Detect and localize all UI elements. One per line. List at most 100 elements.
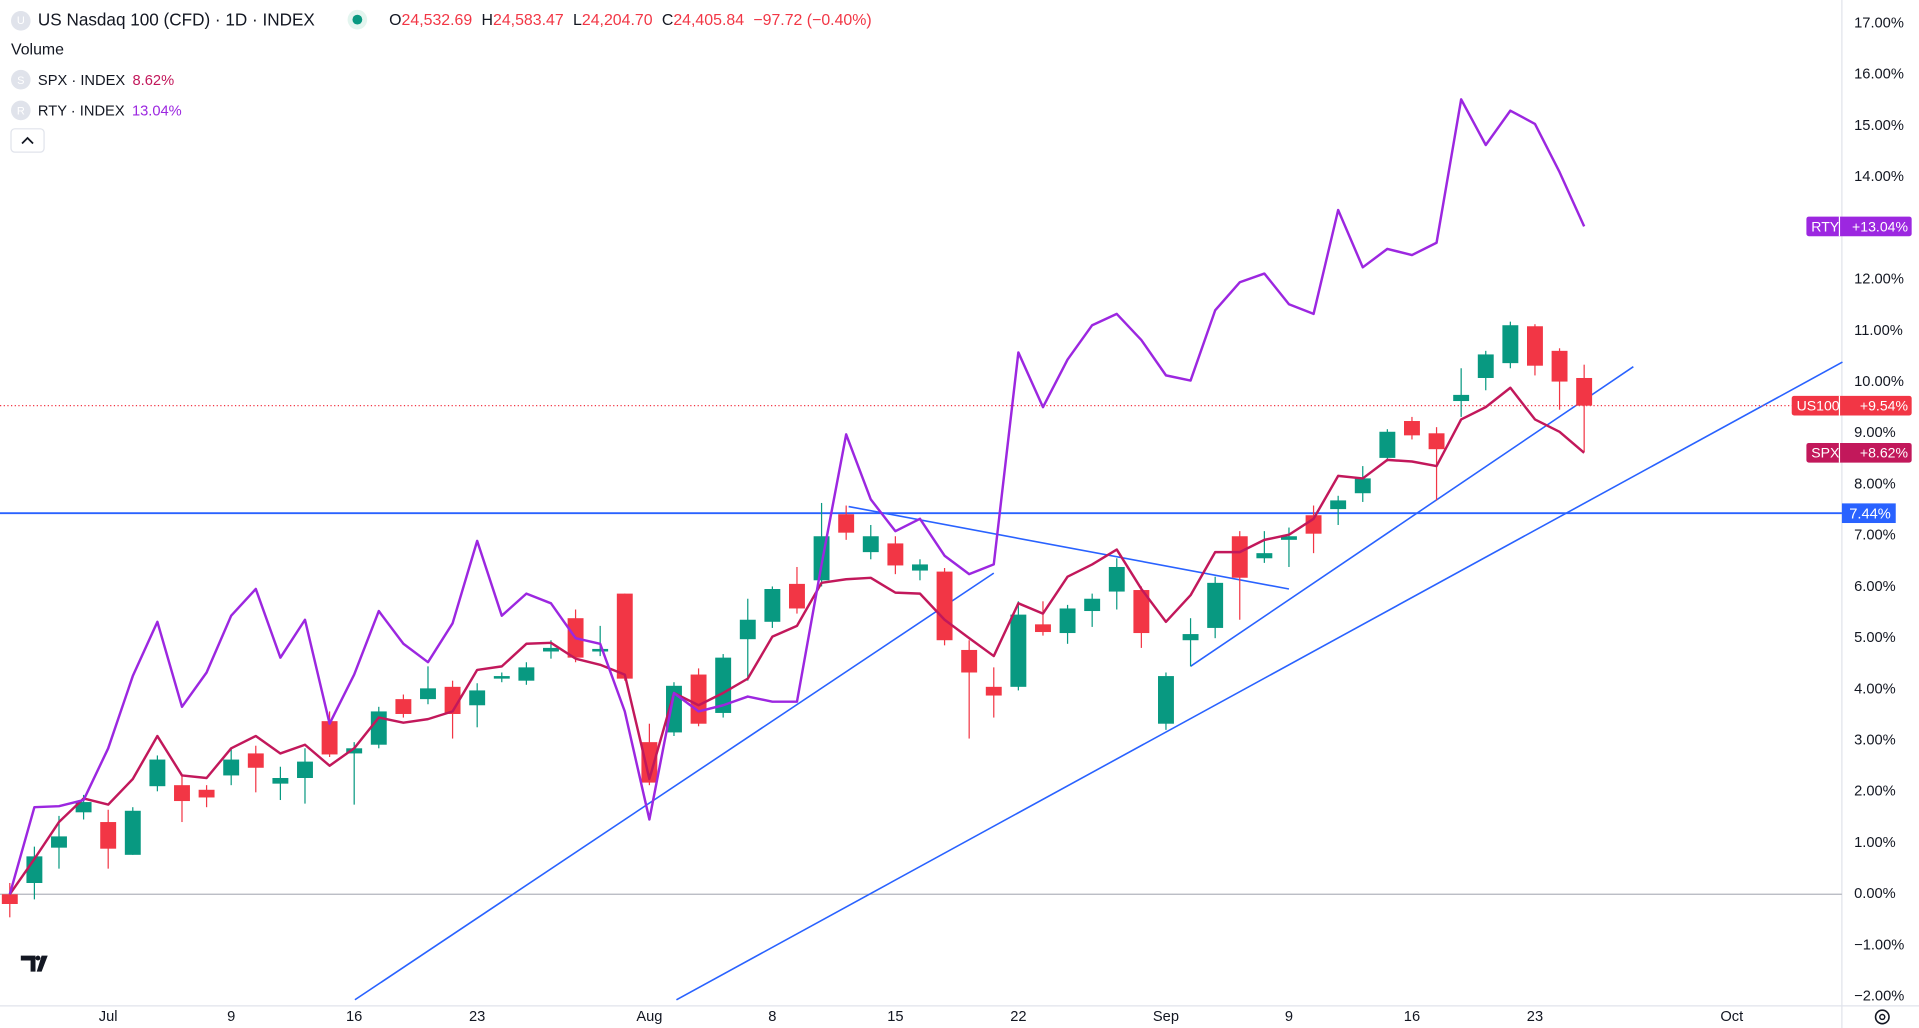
candle-body [1035, 624, 1051, 633]
candle-body [75, 802, 92, 813]
candle-body [1305, 515, 1322, 534]
candle-body [764, 589, 781, 622]
x-tick-label: 9 [1285, 1009, 1293, 1025]
x-tick-label: 16 [346, 1009, 362, 1025]
y-tick-label: 0.00% [1854, 886, 1896, 902]
compare-line [8, 98, 1586, 895]
candle-body [887, 543, 904, 566]
candle-body [420, 688, 436, 700]
y-tick-label: 14.00% [1854, 169, 1904, 185]
legend-icon[interactable] [11, 100, 31, 121]
candle-body [838, 514, 855, 533]
compare-line [8, 386, 1585, 895]
candle-body [370, 711, 387, 745]
ohlc-value: 24,405.84 [673, 12, 744, 29]
candle-body [493, 676, 510, 679]
legend-value: 8.62% [133, 73, 175, 89]
legend-icon[interactable] [11, 69, 31, 90]
candle-body [1281, 536, 1297, 540]
candle-body [1330, 500, 1347, 510]
candle-body [1133, 590, 1150, 634]
y-tick-label: 16.00% [1854, 67, 1904, 83]
ohlc-value: 24,532.69 [402, 12, 473, 29]
legend-entry[interactable]: SPX · INDEX 8.62% [38, 73, 174, 89]
candle-body [149, 759, 166, 787]
ohlc-change: −97.72 (−0.40%) [753, 12, 871, 29]
candle-body [1576, 377, 1593, 406]
candle-body [1404, 421, 1420, 436]
candle-body [1207, 582, 1224, 628]
candle-body [346, 748, 363, 754]
x-tick-label: Sep [1153, 1009, 1179, 1025]
price-tag-value: +8.62% [1860, 445, 1909, 461]
candle-body [690, 674, 707, 724]
legend-entry[interactable]: RTY · INDEX 13.04% [38, 104, 182, 120]
candle-body [1428, 433, 1445, 450]
volume-legend[interactable]: Volume [11, 41, 64, 58]
price-tag-name: SPX [1811, 445, 1840, 461]
ohlc-value: 24,583.47 [493, 12, 564, 29]
candle-body [444, 686, 461, 714]
settings-icon [1874, 1009, 1890, 1025]
logo-mark [20, 955, 48, 972]
symbol-title[interactable]: US Nasdaq 100 (CFD) · 1D · INDEX [38, 9, 315, 29]
legend-icon-letter: R [17, 106, 25, 118]
candle-body [1231, 536, 1248, 578]
collapse-button[interactable] [10, 128, 45, 153]
x-tick-label: 22 [1010, 1009, 1026, 1025]
logo[interactable] [14, 944, 59, 982]
y-tick-label: 8.00% [1854, 476, 1896, 492]
candle-body [321, 721, 338, 755]
series-layer [1, 98, 1593, 918]
candle-body [124, 810, 141, 855]
settings-button[interactable] [1874, 1009, 1890, 1025]
y-tick-label: 11.00% [1854, 323, 1903, 339]
y-tick-label: 1.00% [1854, 835, 1896, 851]
candle-body [223, 759, 240, 776]
candle-body [1108, 566, 1125, 592]
candle-body [297, 761, 313, 778]
candle-body [1453, 394, 1470, 402]
candle-body [641, 742, 658, 783]
candle-body [592, 648, 609, 652]
drawing-layer [0, 361, 1843, 1001]
candle-body [469, 690, 486, 706]
candle-body [789, 583, 805, 609]
candle-body [272, 777, 289, 784]
legend: S SPX · INDEX 8.62% R RTY · INDEX 13.04% [11, 69, 182, 121]
price-tag [1806, 442, 1912, 463]
candle-body [1354, 478, 1371, 494]
ohlc-key: C [662, 12, 673, 29]
x-tick-label: 15 [887, 1009, 903, 1025]
price-tag [1791, 395, 1912, 416]
candle-body [1379, 431, 1396, 458]
legend-label: SPX · INDEX [38, 73, 125, 89]
candle-body [100, 822, 117, 849]
x-tick-label: 9 [227, 1009, 235, 1025]
candle-body [862, 536, 879, 553]
candle-body [1182, 634, 1199, 641]
candle-body [518, 667, 535, 681]
legend-value: 13.04% [132, 104, 182, 120]
price-tag-name: RTY [1811, 218, 1839, 234]
y-tick-label: 7.00% [1854, 528, 1896, 544]
y-tick-label: 3.00% [1854, 732, 1896, 748]
candle-body [1, 894, 18, 904]
candle-body [912, 564, 928, 571]
x-tick-label: 23 [469, 1009, 485, 1025]
horizontal-line-label: 7.44% [1849, 506, 1891, 522]
candle-body [1502, 325, 1519, 364]
candle-body [1084, 598, 1101, 612]
horizontal-line-tag [1841, 503, 1896, 524]
ohlc-key: L [573, 12, 582, 29]
y-tick-label: 17.00% [1854, 15, 1904, 31]
price-tag-value: +9.54% [1860, 398, 1909, 414]
ohlc: O24,532.69 H24,583.47 L24,204.70 C24,405… [389, 12, 872, 29]
candle-body [1551, 350, 1568, 382]
y-tick-label: 9.00% [1854, 425, 1896, 441]
candle-body [1010, 614, 1027, 687]
candle-body [174, 785, 190, 802]
y-tick-label: 5.00% [1854, 630, 1896, 646]
symbol-icon[interactable] [11, 11, 31, 31]
